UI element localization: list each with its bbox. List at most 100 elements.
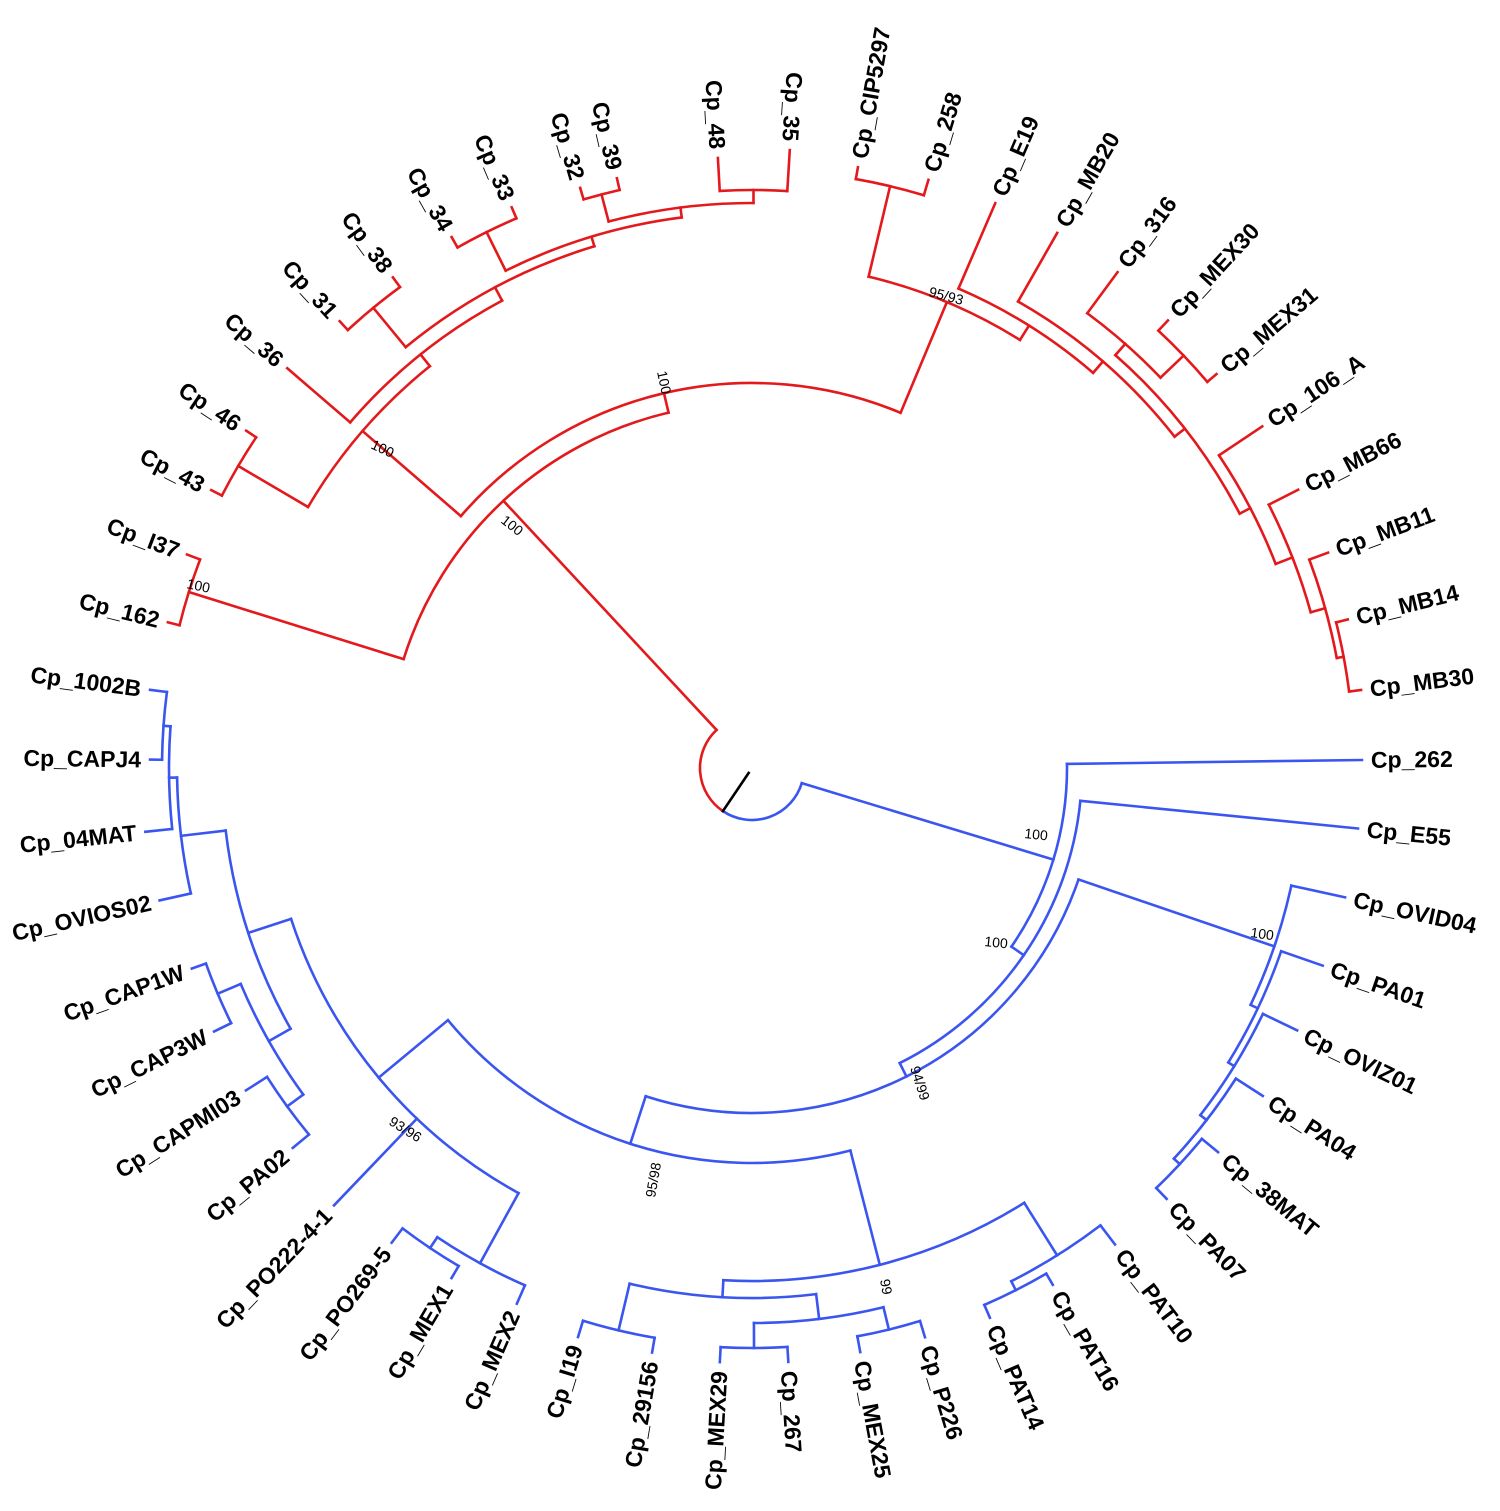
leaf-label: Cp_33 <box>469 130 520 204</box>
internal-branch <box>616 1282 632 1332</box>
leaf-branch <box>332 1116 419 1208</box>
leaf-label: Cp_106_A <box>1262 349 1369 432</box>
leaf-branch <box>650 1336 657 1355</box>
leaf-label: Cp_MEX1 <box>382 1279 458 1384</box>
branch-arc <box>1009 1223 1103 1283</box>
branch-arc <box>289 917 521 1195</box>
internal-branch <box>493 285 504 303</box>
branch-arc <box>459 381 903 518</box>
leaf-label: Cp_E55 <box>1366 816 1453 850</box>
branch-arc <box>1172 1076 1238 1161</box>
leaf-branch <box>1334 617 1350 624</box>
root-arc-red <box>698 728 725 813</box>
internal-branch <box>1076 877 1277 949</box>
leaf-branch <box>578 186 586 202</box>
branch-arc <box>239 982 306 1097</box>
leaf-branch <box>148 688 169 694</box>
branch-arc <box>752 1305 886 1325</box>
branch-arc <box>854 177 926 197</box>
leaf-branch <box>576 1319 585 1339</box>
leaf-branch <box>1156 318 1170 333</box>
leaf-label: Cp_316 <box>1112 191 1181 272</box>
internal-branch <box>1022 1201 1059 1258</box>
leaf-branch <box>1016 231 1059 304</box>
branch-arc <box>644 877 1081 1115</box>
support-value: 100 <box>185 575 211 596</box>
branch-arc <box>455 216 519 250</box>
support-value: 100 <box>498 512 526 539</box>
internal-branch <box>814 1292 821 1321</box>
branch-arc <box>1085 311 1163 380</box>
leaf-label: Cp_CAP3W <box>87 1024 212 1103</box>
leaf-label: Cp_46 <box>174 377 246 437</box>
branch-arc <box>1217 453 1278 566</box>
leaf-branch <box>1267 487 1300 507</box>
leaf-label: Cp_MB66 <box>1300 426 1405 497</box>
branch-arc <box>956 286 1095 375</box>
leaf-label: Cp_162 <box>77 588 163 633</box>
internal-branch <box>678 206 684 219</box>
blue-clade-stem <box>800 781 1056 862</box>
leaf-branch <box>956 201 997 291</box>
internal-branch <box>428 1235 440 1250</box>
leaf-label: Cp_MEX2 <box>459 1307 525 1415</box>
leaf-label: Cp_258 <box>919 89 967 175</box>
leaf-label: Cp_31 <box>277 255 343 324</box>
leaf-label: Cp_43 <box>136 443 209 498</box>
internal-branch <box>1248 1003 1260 1011</box>
leaf-branch <box>1205 372 1219 384</box>
leaf-branch <box>449 1264 461 1280</box>
leaf-branch <box>1098 1223 1117 1247</box>
leaf-branch <box>158 891 193 902</box>
branch-arc <box>719 1345 789 1350</box>
leaf-label: Cp_E19 <box>987 112 1044 200</box>
leaf-label: Cp_48 <box>701 79 731 150</box>
branch-arc <box>167 724 174 831</box>
leaf-label: Cp_P226 <box>915 1342 968 1443</box>
leaf-branch <box>290 1132 311 1150</box>
leaf-label: Cp_I19 <box>541 1342 588 1422</box>
internal-branch <box>1198 1113 1209 1122</box>
branch-arc <box>435 1235 527 1288</box>
branch-arc <box>224 829 293 1031</box>
leaf-label: Cp_OVIOS02 <box>10 890 154 946</box>
support-value: 100 <box>1250 924 1276 943</box>
leaf-label: Cp_32 <box>546 109 591 183</box>
internal-branch <box>285 1092 306 1109</box>
internal-branch <box>628 1094 648 1146</box>
leaf-label: Cp_CAPJ4 <box>23 745 141 773</box>
leaf-branch <box>1085 270 1120 316</box>
branch-arc <box>1113 353 1242 516</box>
branch-arc <box>220 435 258 498</box>
leaf-branch <box>185 552 202 562</box>
support-value: 93/96 <box>386 1113 424 1145</box>
leaf-label: Cp_39 <box>587 99 628 172</box>
leaf-branch <box>1307 550 1330 562</box>
leaf-branch <box>1289 884 1347 899</box>
internal-branch <box>589 235 596 248</box>
leaf-branch <box>515 1283 527 1306</box>
red-clade-stem <box>501 498 719 732</box>
branch-arc <box>867 275 1022 342</box>
internal-branch <box>478 1191 521 1265</box>
leaf-label: Cp_MEX29 <box>700 1370 732 1490</box>
leaf-label: Cp_PA04 <box>1263 1090 1361 1166</box>
internal-branch <box>1091 359 1105 375</box>
leaf-labels: Cp_162Cp_I37Cp_43Cp_46Cp_36Cp_31Cp_38Cp_… <box>10 25 1480 1490</box>
internal-branch <box>246 917 293 935</box>
internal-branch <box>187 590 406 661</box>
leaf-branch <box>922 178 931 197</box>
leaf-label: Cp_CIP5297 <box>847 25 896 160</box>
support-values: 100 100 100 100 95/93 100 100 100 94/99 … <box>185 283 1275 1296</box>
leaf-branch <box>166 620 182 627</box>
leaf-label: Cp_PAT10 <box>1110 1244 1198 1349</box>
leaf-label: Cp_1002B <box>29 661 143 701</box>
leaf-label: Cp_04MAT <box>19 820 138 858</box>
leaf-branch <box>1078 799 1360 830</box>
leaf-branch <box>1234 1076 1265 1098</box>
branch-arc <box>306 364 432 509</box>
leaf-branch <box>337 319 350 332</box>
leaf-label: Cp_34 <box>402 163 459 236</box>
leaf-label: Cp_OVIZ01 <box>1300 1023 1422 1100</box>
leaf-label: Cp_MB20 <box>1050 128 1125 232</box>
